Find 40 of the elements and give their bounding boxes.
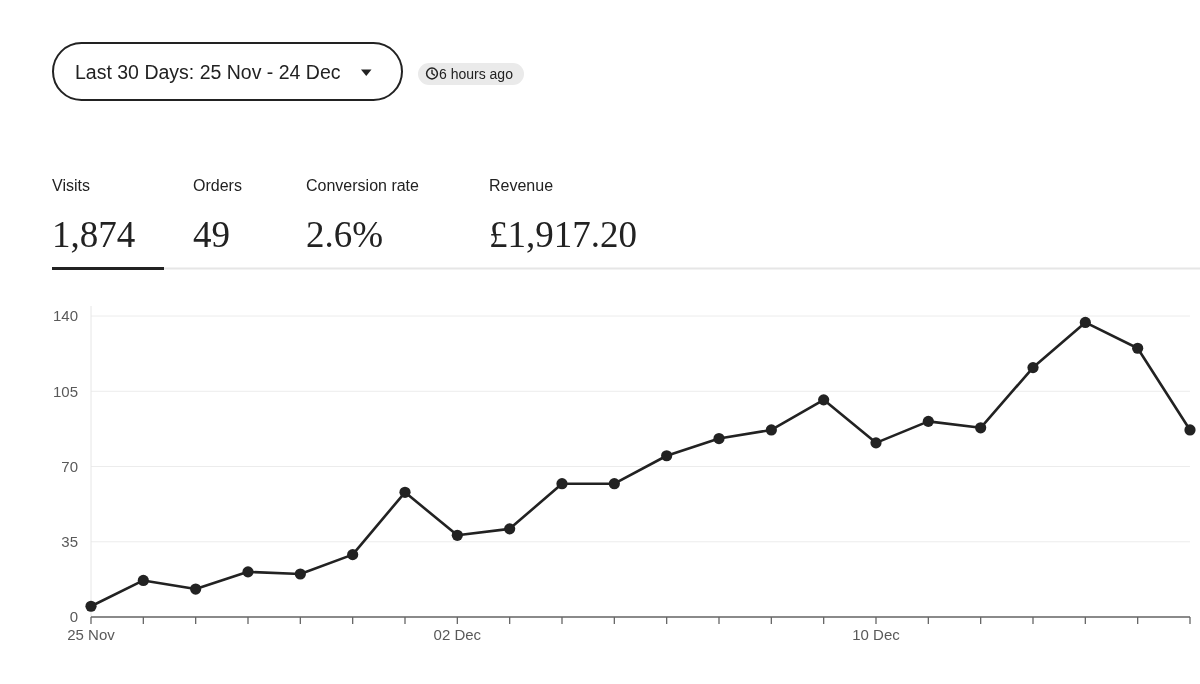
- point: [556, 478, 568, 490]
- point: [1027, 362, 1039, 374]
- point: [661, 450, 673, 462]
- point: [818, 394, 830, 406]
- text: 1,874: [52, 214, 136, 255]
- x-tick-label: 10 Dec: [852, 626, 901, 643]
- text: 2.6%: [306, 214, 384, 255]
- text: Revenue: [489, 177, 554, 194]
- point: [1184, 424, 1196, 436]
- y-tick-label: 105: [52, 382, 78, 400]
- point: [504, 523, 516, 535]
- y-tick-label: 140: [52, 307, 78, 325]
- point: [242, 566, 254, 578]
- x-tick-label: 25 Nov: [67, 626, 116, 643]
- point: [1132, 342, 1144, 354]
- text: 49: [193, 214, 230, 255]
- point: [294, 568, 306, 580]
- point: [451, 529, 463, 541]
- point: [1079, 316, 1091, 329]
- point: [713, 432, 725, 445]
- y-tick-label: 35: [61, 533, 78, 550]
- point: [190, 583, 202, 595]
- point: [347, 549, 359, 561]
- point: [765, 424, 777, 436]
- x-tick-label: 02 Dec: [433, 626, 482, 643]
- point: [137, 574, 149, 587]
- y-tick-label: 0: [69, 608, 78, 626]
- text: £1,917.20: [489, 214, 637, 255]
- text: Orders: [193, 177, 242, 194]
- text: Last 30 Days: 25 Nov - 24 Dec: [75, 61, 341, 83]
- point: [922, 415, 934, 427]
- point: [399, 486, 411, 498]
- point: [975, 422, 987, 434]
- point: [870, 437, 882, 449]
- text: Conversion rate: [306, 177, 420, 194]
- text: Visits: [52, 177, 90, 194]
- point: [608, 478, 620, 490]
- text: 6 hours ago: [439, 65, 514, 82]
- point: [85, 600, 97, 612]
- y-tick-label: 70: [61, 457, 78, 475]
